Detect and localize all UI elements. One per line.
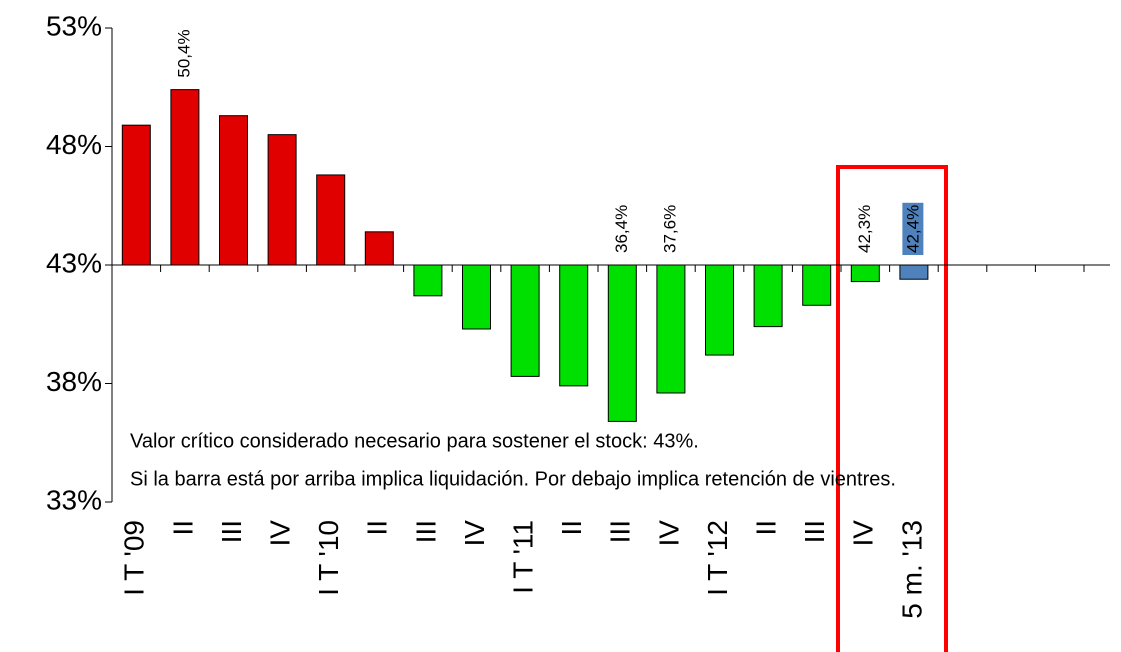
x-tick-label: IV xyxy=(653,520,684,547)
data-label: 50,4% xyxy=(174,29,193,77)
data-label: 42,4% xyxy=(902,202,924,255)
data-label-text: 37,6% xyxy=(660,205,679,253)
x-tick-label: I T '09 xyxy=(119,520,150,596)
x-tick-label: IV xyxy=(264,520,295,547)
bar xyxy=(705,264,734,356)
bar xyxy=(413,264,443,297)
x-tick-label: II xyxy=(750,520,781,536)
x-tick-label-text: II xyxy=(556,520,587,536)
x-tick-label-text: III xyxy=(410,520,441,543)
data-label: 36,4% xyxy=(612,205,631,253)
y-tick-label: 43% xyxy=(46,247,102,278)
bar xyxy=(559,264,589,387)
x-tick-label-text: I T '12 xyxy=(702,520,733,596)
x-tick-label-text: IV xyxy=(459,520,490,547)
x-tick-label-text: I T '09 xyxy=(119,520,150,596)
x-tick-label: III xyxy=(216,520,247,543)
x-tick-label: I T '10 xyxy=(313,520,344,596)
x-tick-label-text: I T '10 xyxy=(313,520,344,596)
x-tick-label: II xyxy=(362,520,393,536)
x-tick-label-text: II xyxy=(167,520,198,536)
x-tick-label: 5 m. '13 xyxy=(896,520,927,619)
y-tick-label: 48% xyxy=(46,129,102,160)
data-label-text: 42,4% xyxy=(903,205,922,253)
x-tick-label-text: III xyxy=(605,520,636,543)
bar xyxy=(219,115,248,266)
y-tick-label: 53% xyxy=(46,10,102,41)
x-tick-label: I T '11 xyxy=(507,520,538,594)
x-tick-label-text: II xyxy=(362,520,393,536)
x-tick-label-text: III xyxy=(799,520,830,543)
data-label-text: 36,4% xyxy=(612,205,631,253)
x-tick-label-text: III xyxy=(216,520,247,543)
x-tick-label-text: IV xyxy=(264,520,295,547)
x-tick-label: III xyxy=(799,520,830,543)
x-tick-label: II xyxy=(556,520,587,536)
x-tick-label-text: 5 m. '13 xyxy=(896,520,927,619)
x-tick-label: IV xyxy=(459,520,490,547)
data-label: 37,6% xyxy=(660,205,679,253)
highlight-box xyxy=(836,165,948,652)
x-tick-label: III xyxy=(605,520,636,543)
x-tick-label: I T '12 xyxy=(702,520,733,596)
bar xyxy=(656,264,686,394)
bar xyxy=(462,264,491,330)
x-tick-label: II xyxy=(167,520,198,536)
x-tick-label-text: IV xyxy=(653,520,684,547)
bar xyxy=(316,174,346,266)
annotation: Si la barra está por arriba implica liqu… xyxy=(130,468,896,490)
data-label: 42,3% xyxy=(855,205,874,253)
y-tick-label: 33% xyxy=(46,484,102,515)
data-label-text: 50,4% xyxy=(174,29,193,77)
bar xyxy=(802,264,832,306)
data-label-text: 42,3% xyxy=(855,205,874,253)
bar xyxy=(899,264,929,280)
x-tick-label: IV xyxy=(848,520,879,547)
x-tick-label: III xyxy=(410,520,441,543)
x-tick-label-text: IV xyxy=(848,520,879,547)
annotation: Valor crítico considerado necesario para… xyxy=(130,430,699,452)
bar xyxy=(364,231,394,266)
bar xyxy=(850,264,880,283)
data-label-bg xyxy=(902,202,924,255)
bar xyxy=(267,134,297,266)
bar xyxy=(607,264,637,422)
x-tick-label-text: I T '11 xyxy=(507,520,538,594)
y-tick-label: 38% xyxy=(46,366,102,397)
bar xyxy=(753,264,783,328)
x-tick-label-text: II xyxy=(750,520,781,536)
bar xyxy=(121,124,151,266)
bar xyxy=(510,264,540,377)
bar xyxy=(170,89,200,266)
